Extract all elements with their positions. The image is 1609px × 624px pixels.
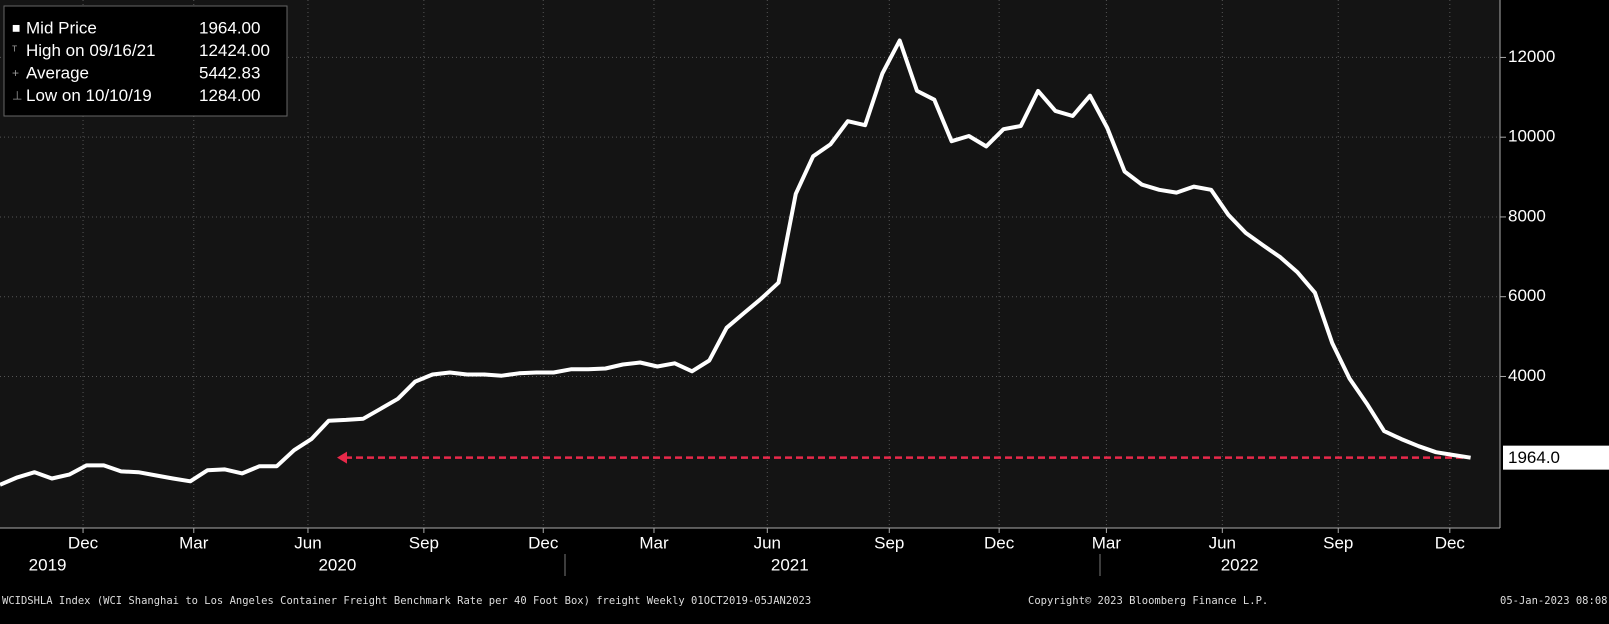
x-tick-label: Dec [68,533,99,552]
legend-value: 1964.00 [199,18,260,37]
x-tick-label: Mar [179,533,209,552]
legend-icon: ⊥ [12,89,22,103]
x-tick-label: Mar [639,533,669,552]
legend-value: 1284.00 [199,86,260,105]
x-tick-label: Jun [1209,533,1236,552]
footer-description: WCIDSHLA Index (WCI Shanghai to Los Ange… [2,595,811,607]
y-tick-label: 12000 [1508,47,1555,66]
legend-label: Average [26,63,89,82]
legend-label: Mid Price [26,18,97,37]
price-line [0,38,1471,487]
x-tick-label: Sep [874,533,904,552]
legend-label: High on 09/16/21 [26,41,156,60]
legend-icon: ᵀ [12,44,17,58]
footer-timestamp: 05-Jan-2023 08:08: [1500,595,1609,607]
y-tick-label: 4000 [1508,366,1546,385]
last-price-label: 1964.0 [1508,448,1560,467]
year-label: 2020 [318,555,356,574]
y-tick-label: 6000 [1508,286,1546,305]
x-tick-label: Jun [754,533,781,552]
footer-copyright: Copyright© 2023 Bloomberg Finance L.P. [1028,595,1268,607]
x-tick-label: Dec [528,533,559,552]
last-price-tag: 1964.0 [1503,445,1609,470]
year-label: 2021 [771,555,809,574]
x-tick-label: Mar [1092,533,1122,552]
legend-value: 5442.83 [199,63,260,82]
legend-label: Low on 10/10/19 [26,86,152,105]
legend-icon: ■ [12,20,20,36]
legend-value: 12424.00 [199,41,270,60]
legend-box [3,5,288,117]
x-tick-label: Dec [1435,533,1466,552]
y-tick-label: 8000 [1508,206,1546,225]
legend-icon: + [12,66,19,80]
year-label: 2019 [29,555,67,574]
x-tick-label: Sep [409,533,439,552]
year-label: 2022 [1221,555,1259,574]
reference-arrow [337,451,347,464]
x-tick-label: Sep [1323,533,1353,552]
y-tick-label: 10000 [1508,127,1555,146]
x-tick-label: Dec [984,533,1015,552]
x-tick-label: Jun [294,533,321,552]
last-price-box [1503,445,1609,470]
